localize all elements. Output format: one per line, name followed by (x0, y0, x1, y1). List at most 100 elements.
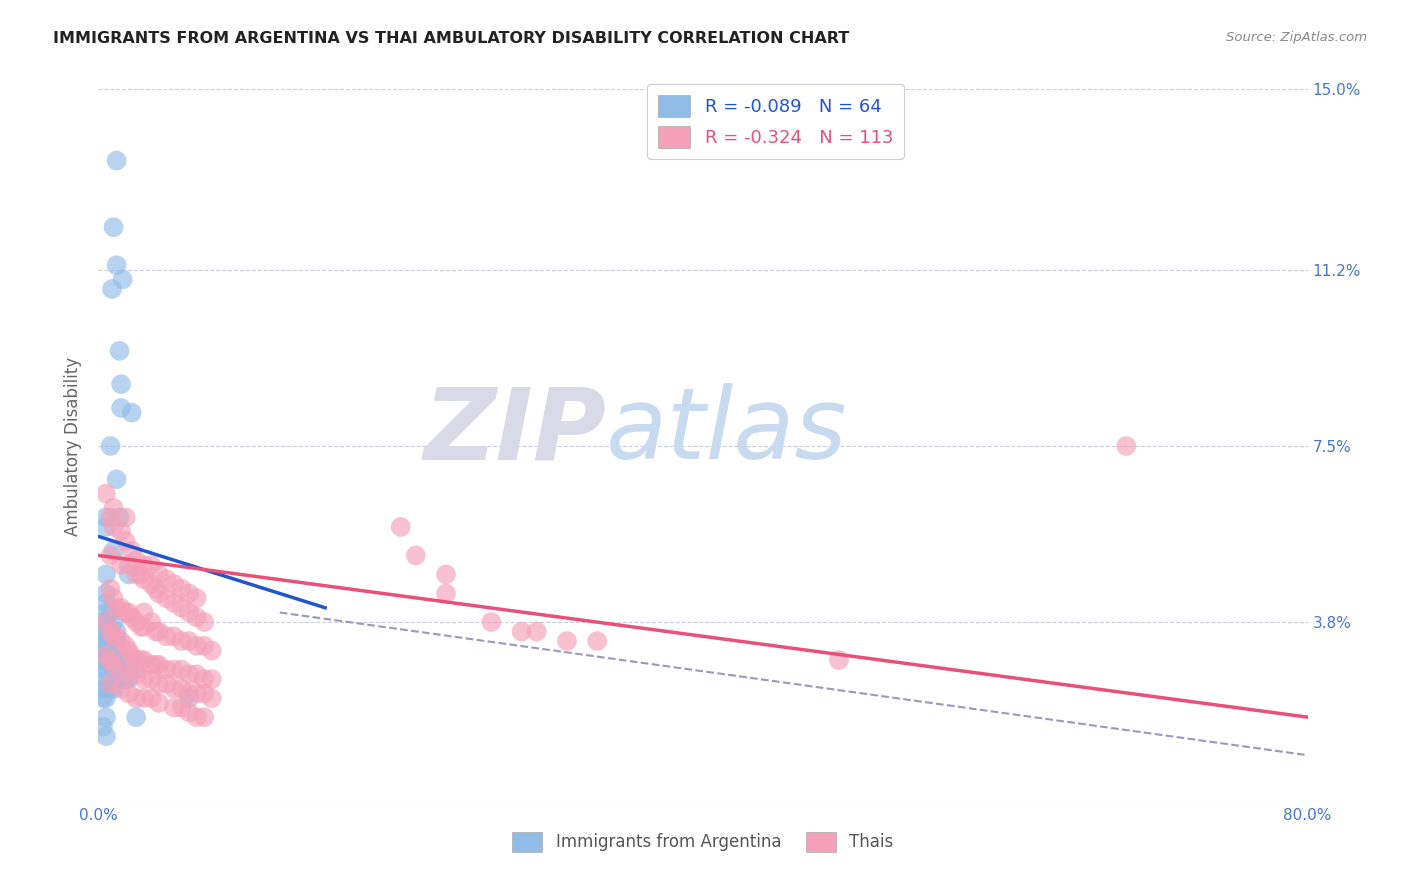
Point (163, 663, 186, 677)
Point (118, 558, 141, 572)
Text: IMMIGRANTS FROM ARGENTINA VS THAI AMBULATORY DISABILITY CORRELATION CHART: IMMIGRANTS FROM ARGENTINA VS THAI AMBULA… (53, 31, 849, 46)
Point (118, 686, 141, 700)
Point (163, 596, 186, 610)
Point (100, 510, 122, 524)
Point (125, 567, 148, 582)
Point (94, 567, 117, 582)
Point (179, 586, 201, 600)
Point (100, 624, 122, 639)
Point (110, 377, 132, 392)
Point (94, 606, 117, 620)
Point (129, 620, 152, 634)
Point (1115, 439, 1137, 453)
Point (170, 634, 193, 648)
Point (163, 629, 186, 643)
Point (105, 258, 128, 272)
Legend: Immigrants from Argentina, Thais: Immigrants from Argentina, Thais (506, 825, 900, 859)
Point (103, 634, 125, 648)
Point (110, 663, 132, 677)
Point (125, 615, 148, 629)
Point (129, 653, 152, 667)
Point (145, 624, 167, 639)
Point (828, 653, 851, 667)
Point (94, 520, 117, 534)
Point (201, 672, 224, 686)
Point (170, 681, 193, 696)
Point (201, 643, 224, 657)
Point (132, 558, 155, 572)
Point (155, 591, 177, 606)
Text: ZIP: ZIP (423, 384, 606, 480)
Point (118, 567, 141, 582)
Point (94, 624, 117, 639)
Point (132, 572, 155, 586)
Point (201, 691, 224, 706)
Point (105, 653, 128, 667)
Point (141, 577, 163, 591)
Point (179, 667, 201, 681)
Point (170, 663, 193, 677)
Point (100, 582, 122, 596)
Point (103, 629, 125, 643)
Point (141, 615, 163, 629)
Point (148, 657, 170, 672)
Point (110, 401, 132, 415)
Point (100, 643, 122, 657)
Point (125, 667, 148, 681)
Point (114, 510, 136, 524)
Point (118, 643, 141, 657)
Point (118, 667, 141, 681)
Point (94, 586, 117, 600)
Point (91, 691, 114, 706)
Point (132, 606, 155, 620)
Point (145, 582, 167, 596)
Point (91, 720, 114, 734)
Point (141, 691, 163, 706)
Point (91, 634, 114, 648)
Point (94, 691, 117, 706)
Point (148, 677, 170, 691)
Point (118, 606, 141, 620)
Point (121, 543, 143, 558)
Point (481, 615, 503, 629)
Point (94, 486, 117, 500)
Point (186, 610, 208, 624)
Point (193, 686, 215, 700)
Point (114, 606, 136, 620)
Point (114, 534, 136, 549)
Point (110, 634, 132, 648)
Point (186, 591, 208, 606)
Point (179, 691, 201, 706)
Point (110, 663, 132, 677)
Point (163, 681, 186, 696)
Point (100, 653, 122, 667)
Point (193, 710, 215, 724)
Point (91, 643, 114, 657)
Point (91, 624, 114, 639)
Point (141, 657, 163, 672)
Point (94, 672, 117, 686)
Point (103, 591, 125, 606)
Point (148, 624, 170, 639)
Point (100, 681, 122, 696)
Point (110, 681, 132, 696)
Point (110, 524, 132, 539)
Point (186, 710, 208, 724)
Point (103, 220, 125, 235)
Point (103, 520, 125, 534)
Point (186, 639, 208, 653)
Point (103, 500, 125, 515)
Point (186, 667, 208, 681)
Point (110, 600, 132, 615)
Point (94, 634, 117, 648)
Point (141, 672, 163, 686)
Point (118, 672, 141, 686)
Text: atlas: atlas (606, 384, 848, 480)
Point (101, 282, 124, 296)
Point (103, 543, 125, 558)
Point (155, 572, 177, 586)
Point (105, 472, 128, 486)
Point (148, 696, 170, 710)
Point (100, 624, 122, 639)
Point (100, 549, 122, 563)
